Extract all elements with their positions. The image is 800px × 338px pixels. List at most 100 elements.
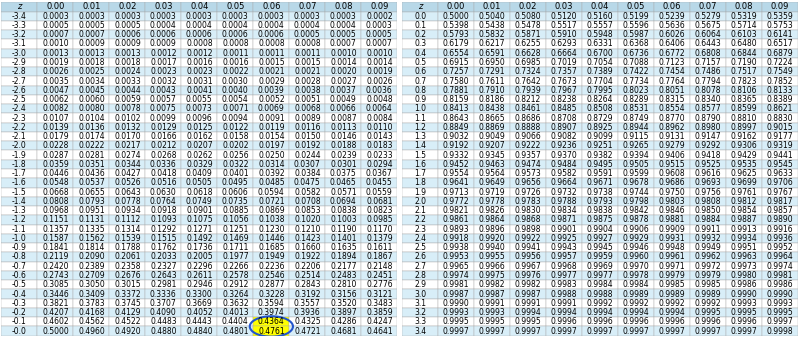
Text: 0.3745: 0.3745 <box>114 299 141 308</box>
FancyBboxPatch shape <box>510 188 546 197</box>
Text: 0.0250: 0.0250 <box>258 151 285 160</box>
FancyBboxPatch shape <box>654 188 690 197</box>
FancyBboxPatch shape <box>582 215 618 224</box>
Text: 0.9929: 0.9929 <box>622 234 650 243</box>
Text: 0.2483: 0.2483 <box>330 271 357 280</box>
Text: 0.4090: 0.4090 <box>150 308 177 317</box>
FancyBboxPatch shape <box>326 160 362 169</box>
FancyBboxPatch shape <box>402 76 438 86</box>
Text: -1.6: -1.6 <box>12 178 26 187</box>
Text: 0.9979: 0.9979 <box>694 271 722 280</box>
Text: 0.8869: 0.8869 <box>479 123 506 132</box>
FancyBboxPatch shape <box>146 280 182 289</box>
FancyBboxPatch shape <box>582 30 618 39</box>
FancyBboxPatch shape <box>326 30 362 39</box>
FancyBboxPatch shape <box>654 178 690 188</box>
Text: 0.9989: 0.9989 <box>658 290 686 298</box>
Text: 0.0022: 0.0022 <box>222 67 249 76</box>
FancyBboxPatch shape <box>690 141 726 150</box>
FancyBboxPatch shape <box>510 252 546 262</box>
Text: 0.2981: 0.2981 <box>150 280 177 289</box>
FancyBboxPatch shape <box>182 234 218 243</box>
Text: -1.4: -1.4 <box>12 197 26 206</box>
Text: 0.0035: 0.0035 <box>42 76 69 86</box>
Text: 0.9798: 0.9798 <box>622 197 650 206</box>
Text: 0.7673: 0.7673 <box>550 76 578 86</box>
FancyBboxPatch shape <box>762 114 798 123</box>
FancyBboxPatch shape <box>402 67 438 76</box>
Text: 0.1335: 0.1335 <box>78 225 105 234</box>
Text: 0.9995: 0.9995 <box>730 308 758 317</box>
Text: 0.1841: 0.1841 <box>42 243 69 252</box>
FancyBboxPatch shape <box>326 327 362 336</box>
FancyBboxPatch shape <box>290 234 326 243</box>
Text: 0.0071: 0.0071 <box>222 104 249 113</box>
FancyBboxPatch shape <box>290 160 326 169</box>
Text: 0.7157: 0.7157 <box>694 58 722 67</box>
Text: 0.9936: 0.9936 <box>766 234 794 243</box>
Text: 0.0054: 0.0054 <box>222 95 249 104</box>
Text: 0.5438: 0.5438 <box>478 21 506 30</box>
Text: 0.9986: 0.9986 <box>730 280 758 289</box>
FancyBboxPatch shape <box>510 86 546 95</box>
Text: 0.0019: 0.0019 <box>42 58 69 67</box>
FancyBboxPatch shape <box>326 114 362 123</box>
Text: 0.9222: 0.9222 <box>515 141 542 150</box>
Text: 0.0033: 0.0033 <box>114 76 141 86</box>
Text: 0.0016: 0.0016 <box>222 58 249 67</box>
Text: 0.2266: 0.2266 <box>222 262 249 271</box>
Text: 0.7517: 0.7517 <box>730 67 758 76</box>
Text: 0.1003: 0.1003 <box>330 215 357 224</box>
FancyBboxPatch shape <box>218 123 254 132</box>
Text: 0.0006: 0.0006 <box>222 30 249 39</box>
FancyBboxPatch shape <box>362 299 398 308</box>
Text: 0.8508: 0.8508 <box>587 104 614 113</box>
Text: 0.08: 0.08 <box>334 2 353 11</box>
Text: 0.03: 0.03 <box>154 2 173 11</box>
FancyBboxPatch shape <box>546 95 582 104</box>
Text: 0.0618: 0.0618 <box>186 188 213 197</box>
FancyBboxPatch shape <box>402 271 438 280</box>
Text: 0.9177: 0.9177 <box>766 132 794 141</box>
Text: 0.1894: 0.1894 <box>330 252 357 262</box>
Text: 0.2327: 0.2327 <box>150 262 177 271</box>
Text: 0.9927: 0.9927 <box>586 234 614 243</box>
Text: 0.9884: 0.9884 <box>695 215 722 224</box>
FancyBboxPatch shape <box>182 21 218 30</box>
Text: 0.0011: 0.0011 <box>294 49 321 58</box>
Text: 0.9994: 0.9994 <box>586 308 614 317</box>
FancyBboxPatch shape <box>362 2 398 11</box>
Text: 0.3015: 0.3015 <box>114 280 141 289</box>
Text: 0.1357: 0.1357 <box>42 225 69 234</box>
FancyBboxPatch shape <box>74 299 110 308</box>
Text: 0.9463: 0.9463 <box>478 160 506 169</box>
Text: 0.0057: 0.0057 <box>150 95 177 104</box>
Text: 0.5000: 0.5000 <box>42 327 69 336</box>
Text: 0.9960: 0.9960 <box>622 252 650 262</box>
Text: 0.0233: 0.0233 <box>366 151 393 160</box>
FancyBboxPatch shape <box>362 169 398 178</box>
Text: 0.8186: 0.8186 <box>479 95 506 104</box>
Text: -3.3: -3.3 <box>12 21 27 30</box>
Text: 0.9946: 0.9946 <box>622 243 650 252</box>
Text: 0.7389: 0.7389 <box>586 67 614 76</box>
FancyBboxPatch shape <box>546 21 582 30</box>
Text: 0.8577: 0.8577 <box>694 104 722 113</box>
Text: 0.1587: 0.1587 <box>42 234 69 243</box>
FancyBboxPatch shape <box>38 234 74 243</box>
Text: 0.3: 0.3 <box>414 40 426 48</box>
FancyBboxPatch shape <box>762 104 798 114</box>
FancyBboxPatch shape <box>362 49 398 58</box>
FancyBboxPatch shape <box>326 169 362 178</box>
Text: 0.0041: 0.0041 <box>186 86 213 95</box>
FancyBboxPatch shape <box>438 132 474 141</box>
Text: 0.0078: 0.0078 <box>114 104 141 113</box>
Text: 0.0885: 0.0885 <box>222 206 249 215</box>
FancyBboxPatch shape <box>146 49 182 58</box>
Text: 0.9982: 0.9982 <box>479 280 506 289</box>
Text: 1.7: 1.7 <box>414 169 426 178</box>
FancyBboxPatch shape <box>438 95 474 104</box>
Text: 0.9949: 0.9949 <box>694 243 722 252</box>
Text: 0.9987: 0.9987 <box>478 290 506 298</box>
FancyBboxPatch shape <box>546 262 582 271</box>
